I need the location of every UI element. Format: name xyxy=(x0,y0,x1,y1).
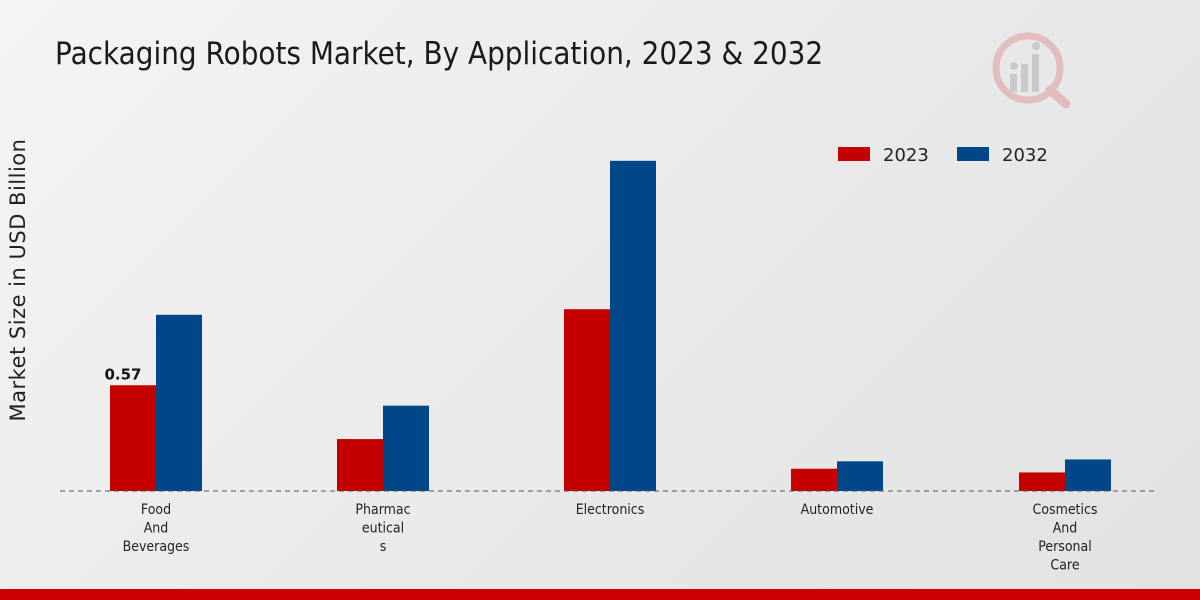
x-tick-label-line: Beverages xyxy=(123,539,190,555)
data-label: 0.57 xyxy=(104,365,141,383)
x-tick-label-line: And xyxy=(1053,521,1078,537)
bar-2023-1 xyxy=(337,439,383,491)
legend-label-2032: 2032 xyxy=(1002,145,1048,166)
x-tick-label-0: Food And Beverages xyxy=(123,502,190,555)
x-tick-label-line: Pharmac xyxy=(355,502,410,518)
bar-2023-4 xyxy=(1019,472,1065,491)
x-tick-label-line: Automotive xyxy=(801,502,874,518)
bottom-accent-bar xyxy=(0,589,1200,600)
x-tick-label-line: Personal xyxy=(1038,539,1091,555)
x-tick-label-3: Automotive xyxy=(801,502,874,518)
chart-title: Packaging Robots Market, By Application,… xyxy=(55,36,824,72)
x-tick-label-line: Cosmetics xyxy=(1033,502,1098,518)
legend-swatch-2032 xyxy=(957,147,989,161)
bar-2023-2 xyxy=(564,309,610,491)
x-tick-label-2: Electronics xyxy=(576,502,645,518)
x-tick-label-4: Cosmetics And Personal Care xyxy=(1033,502,1098,573)
bar-2023-3 xyxy=(791,468,837,491)
x-tick-label-1: Pharmac eutical s xyxy=(355,502,410,555)
x-tick-label-line: eutical xyxy=(362,521,404,537)
bar-2032-0 xyxy=(156,314,202,491)
bar-2032-3 xyxy=(837,461,883,491)
bar-2032-4 xyxy=(1065,459,1111,491)
legend-swatch-2023 xyxy=(838,147,870,161)
bar-2023-0 xyxy=(110,385,156,491)
x-tick-label-line: Care xyxy=(1050,558,1079,574)
legend-label-2023: 2023 xyxy=(883,145,929,166)
x-tick-label-line: And xyxy=(144,521,169,537)
x-tick-label-line: s xyxy=(380,539,387,555)
x-tick-label-line: Electronics xyxy=(576,502,645,518)
market-research-logo-icon xyxy=(992,32,1071,109)
bar-2032-2 xyxy=(610,160,656,491)
x-tick-label-line: Food xyxy=(141,502,171,518)
bar-2032-1 xyxy=(383,405,429,491)
